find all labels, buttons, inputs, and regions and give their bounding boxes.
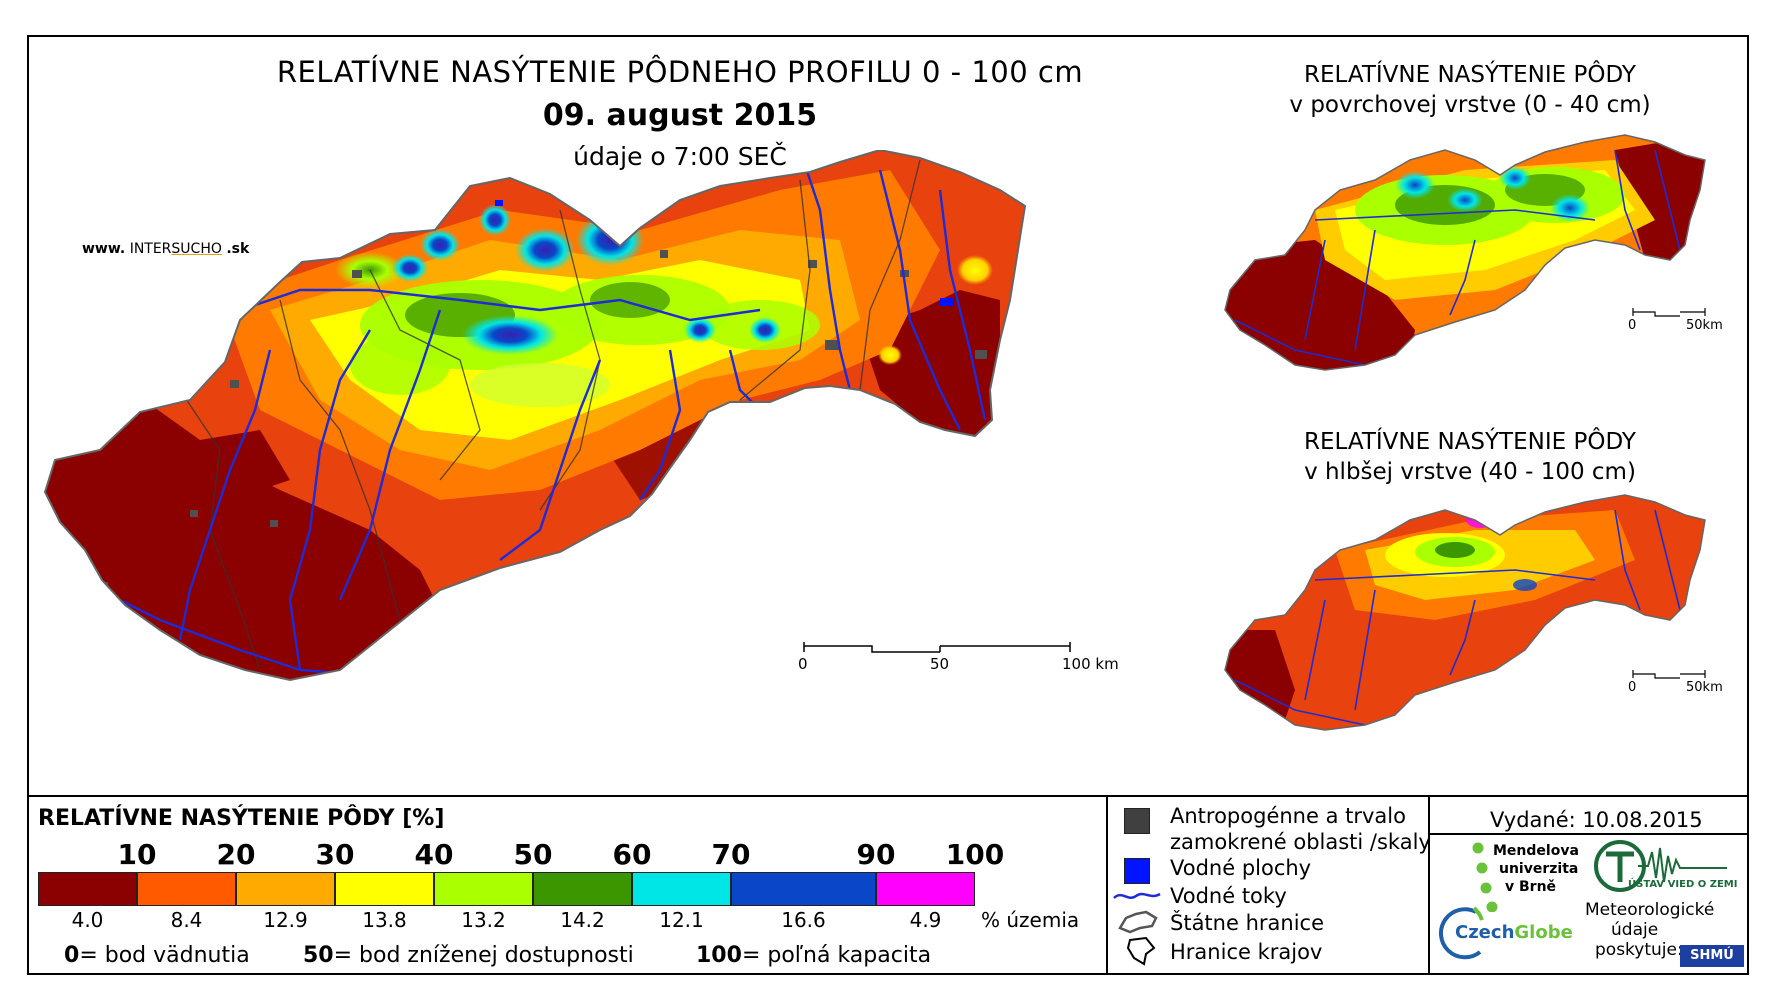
threshold-label-100: 100 bbox=[945, 838, 1005, 871]
legend-note-100: 100= poľná kapacita bbox=[696, 943, 932, 968]
threshold-label-40: 40 bbox=[414, 838, 454, 871]
ustav-logo-icon bbox=[1594, 840, 1727, 892]
legend-region-border-label: Hranice krajov bbox=[1170, 940, 1323, 964]
meteo-credit: Meteorologické údaje poskytuje: bbox=[1585, 900, 1715, 960]
class-share-4: 13.2 bbox=[461, 908, 506, 932]
inset-top-scale-bar bbox=[1632, 308, 1706, 317]
inset-bottom-scale-0: 0 bbox=[1628, 680, 1637, 695]
inset-bottom-scale-bar bbox=[1632, 670, 1706, 679]
threshold-label-90: 90 bbox=[856, 838, 896, 871]
map-time: údaje o 7:00 SEČ bbox=[573, 142, 787, 171]
main-scale-bar bbox=[803, 642, 1071, 653]
main-scale-label-0: 0 bbox=[798, 655, 808, 673]
region-border-icon bbox=[1126, 936, 1156, 966]
legend-water-label: Vodné plochy bbox=[1170, 856, 1312, 880]
issued-date: Vydané: 10.08.2015 bbox=[1490, 808, 1703, 832]
ustav-logo-text: ÚSTAV VIED O ZEMI bbox=[1628, 879, 1738, 890]
map-title: RELATÍVNE NASÝTENIE PÔDNEHO PROFILU 0 - … bbox=[276, 55, 1084, 89]
shmu-logo: SHMÚ bbox=[1680, 945, 1744, 967]
class-share-5: 14.2 bbox=[560, 908, 605, 932]
inset-map-surface bbox=[1224, 134, 1706, 371]
legend-panel bbox=[27, 795, 1749, 975]
legend-urban-label: Antropogénne a trvalo zamokrené oblasti … bbox=[1170, 804, 1431, 854]
inset-top-scale-0: 0 bbox=[1628, 318, 1637, 333]
class-share-6: 12.1 bbox=[659, 908, 704, 932]
website-label[interactable]: www. INTERSUCHO .sk bbox=[82, 241, 250, 257]
class-share-1: 8.4 bbox=[170, 908, 203, 932]
legend-river-label: Vodné toky bbox=[1170, 884, 1287, 908]
mendel-dots-icon bbox=[1472, 842, 1498, 913]
threshold-label-60: 60 bbox=[612, 838, 652, 871]
threshold-label-70: 70 bbox=[711, 838, 751, 871]
legend-title: RELATÍVNE NASÝTENIE PÔDY [%] bbox=[38, 806, 445, 831]
gray-square-icon bbox=[1124, 808, 1150, 834]
czechglobe-swoosh-icon bbox=[1439, 906, 1484, 960]
threshold-label-10: 10 bbox=[117, 838, 157, 871]
color-class-8 bbox=[876, 872, 975, 906]
inset-bottom-scale-50: 50km bbox=[1686, 680, 1723, 695]
legend-divider-2 bbox=[1428, 795, 1430, 975]
color-class-3 bbox=[335, 872, 434, 906]
color-class-6 bbox=[632, 872, 731, 906]
legend-state-border-label: Štátne hranice bbox=[1170, 911, 1324, 935]
inset-top-scale-50: 50km bbox=[1686, 318, 1723, 333]
map-date: 09. august 2015 bbox=[542, 98, 818, 133]
class-share-8: 4.9 bbox=[909, 908, 942, 932]
mendel-logo-text: Mendelova univerzita v Brně bbox=[1493, 843, 1579, 895]
czechglobe-logo-text: CzechGlobe bbox=[1455, 922, 1573, 943]
inset-bottom-title: RELATÍVNE NASÝTENIE PÔDY v hlbšej vrstve… bbox=[1304, 429, 1636, 485]
color-class-4 bbox=[434, 872, 533, 906]
main-scale-label-50: 50 bbox=[930, 655, 950, 673]
inset-map-deep bbox=[1224, 494, 1706, 731]
class-share-3: 13.8 bbox=[362, 908, 407, 932]
share-unit-label: % územia bbox=[981, 908, 1080, 932]
river-line-icon bbox=[1113, 892, 1161, 899]
class-share-0: 4.0 bbox=[71, 908, 104, 932]
color-class-0 bbox=[38, 872, 137, 906]
inset-top-title: RELATÍVNE NASÝTENIE PÔDY v povrchovej vr… bbox=[1289, 62, 1651, 118]
color-class-5 bbox=[533, 872, 632, 906]
class-share-7: 16.6 bbox=[781, 908, 826, 932]
threshold-label-20: 20 bbox=[216, 838, 256, 871]
legend-divider-1 bbox=[1106, 795, 1108, 975]
legend-note-0: 0= bod vädnutia bbox=[64, 943, 250, 968]
state-border-icon bbox=[1118, 910, 1158, 934]
class-share-2: 12.9 bbox=[263, 908, 308, 932]
blue-square-icon bbox=[1124, 858, 1150, 884]
mendel-logo bbox=[1470, 842, 1500, 916]
color-class-1 bbox=[137, 872, 236, 906]
legend-note-50: 50= bod zníženej dostupnosti bbox=[303, 943, 634, 968]
legend-divider-3 bbox=[1428, 833, 1749, 835]
color-class-7 bbox=[731, 872, 876, 906]
threshold-label-30: 30 bbox=[315, 838, 355, 871]
threshold-label-50: 50 bbox=[513, 838, 553, 871]
color-class-2 bbox=[236, 872, 335, 906]
main-scale-label-100: 100 km bbox=[1062, 655, 1119, 673]
main-map bbox=[43, 150, 1027, 682]
